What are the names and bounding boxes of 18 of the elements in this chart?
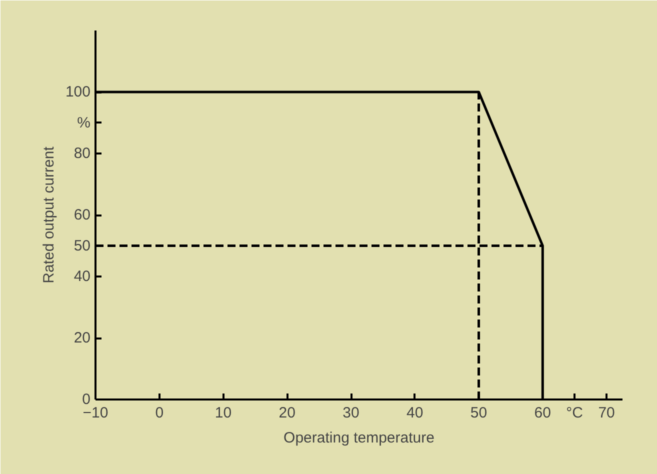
y-tick-label: 50 — [74, 237, 91, 254]
y-tick-label: % — [77, 114, 91, 132]
x-tick-label: 60 — [534, 404, 551, 422]
x-tick-label: 20 — [278, 404, 296, 422]
y-tick-label: 40 — [74, 268, 91, 285]
y-tick-label: 100 — [65, 84, 91, 100]
x-tick-label: 50 — [470, 404, 488, 422]
x-axis-title: Operating temperature — [284, 430, 434, 446]
y-axis-title: Rated output current — [40, 146, 58, 284]
x-tick-label: 10 — [214, 404, 232, 422]
x-tick-label: °C — [566, 404, 584, 422]
x-tick-label: 30 — [342, 404, 360, 422]
x-tick-label: 40 — [406, 404, 424, 422]
y-tick-label: 80 — [74, 145, 91, 162]
y-tick-label: 60 — [74, 206, 91, 224]
y-tick-label: 20 — [74, 330, 91, 346]
x-tick-label: 70 — [598, 404, 615, 422]
x-tick-label: 0 — [155, 404, 164, 422]
